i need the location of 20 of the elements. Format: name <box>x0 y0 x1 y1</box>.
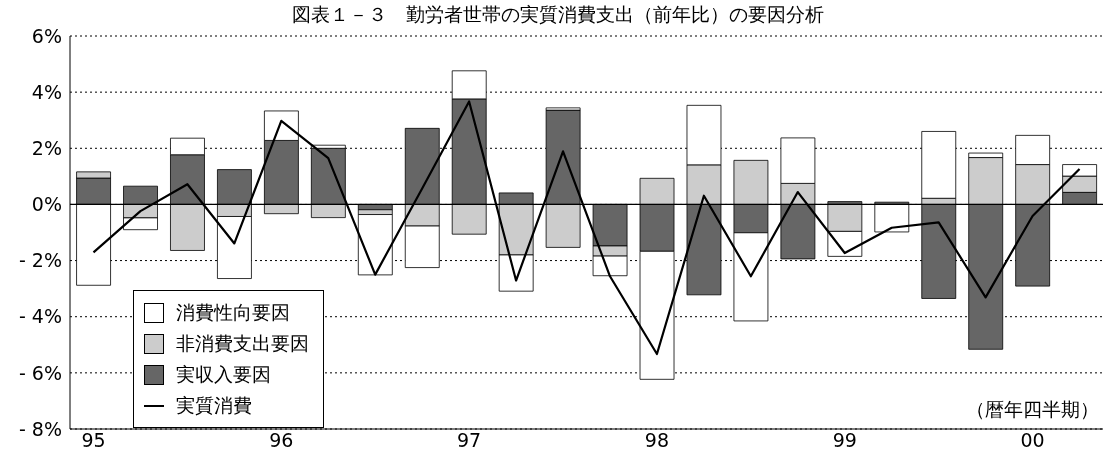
y-tick-label: 0% <box>31 193 62 216</box>
x-tick-label: 00 <box>1020 429 1045 452</box>
y-tick-label: - 6% <box>18 361 62 384</box>
x-tick-label: 95 <box>81 429 106 452</box>
y-tick-label: 6% <box>31 24 62 47</box>
x-tick-label: 96 <box>269 429 294 452</box>
legend-label: 非消費支出要因 <box>176 330 309 356</box>
annotation: （暦年四半期） <box>966 397 1099 422</box>
legend-label: 実収入要因 <box>176 361 271 387</box>
legend-label: 実質消費 <box>176 392 252 418</box>
y-tick-label: 2% <box>31 137 62 160</box>
y-tick-label: 4% <box>31 80 62 103</box>
x-tick-label: 98 <box>644 429 670 452</box>
y-tick-label: - 8% <box>18 417 62 440</box>
chart-title: 図表１－３ 勤労者世帯の実質消費支出（前年比）の要因分析 <box>291 3 824 25</box>
y-tick-label: - 2% <box>18 249 62 272</box>
x-tick-label: 99 <box>832 429 857 452</box>
legend-label: 消費性向要因 <box>176 299 290 325</box>
x-tick-label: 97 <box>457 429 482 452</box>
y-tick-label: - 4% <box>18 305 62 328</box>
